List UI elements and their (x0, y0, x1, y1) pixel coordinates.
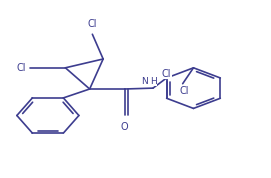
Text: Cl: Cl (179, 86, 189, 96)
Text: O: O (121, 122, 128, 132)
Text: N: N (141, 77, 148, 86)
Text: Cl: Cl (88, 19, 97, 29)
Text: H: H (150, 77, 156, 86)
Text: Cl: Cl (162, 69, 171, 78)
Text: Cl: Cl (16, 63, 26, 73)
